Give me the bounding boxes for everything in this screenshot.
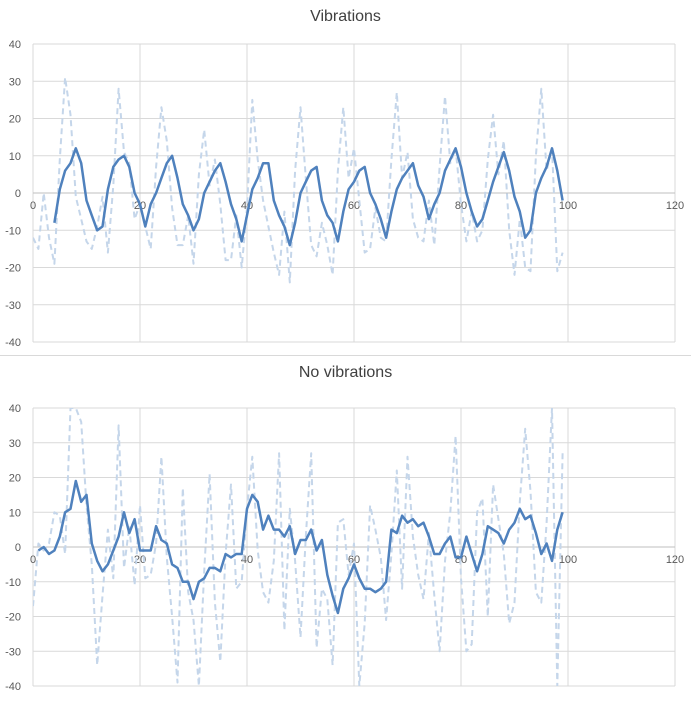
y-tick-label: -10 xyxy=(5,225,21,237)
dashed-series-line xyxy=(33,408,564,686)
x-tick-label: 0 xyxy=(30,554,36,566)
x-tick-label: 100 xyxy=(559,200,577,212)
chart-panel-vibrations: Vibrations -40 -30 -20 -10 0 10 20 30 40 0 20 40 60 8… xyxy=(0,0,691,350)
dashed-series-line xyxy=(33,76,564,284)
x-tick-label: 100 xyxy=(559,554,577,566)
y-tick-label: 10 xyxy=(9,151,21,163)
y-tick-label: -40 xyxy=(5,681,21,693)
chart-title: No vibrations xyxy=(298,364,393,381)
y-tick-label: 20 xyxy=(9,473,21,485)
y-tick-label: 0 xyxy=(15,188,21,200)
chart-title: Vibrations xyxy=(310,8,381,25)
y-tick-label: -10 xyxy=(5,577,21,589)
chart-panel-no-vibrations: No vibrations -40 -30 -20 -10 0 10 20 30 40 0 20 40… xyxy=(0,355,691,706)
y-tick-label: 30 xyxy=(9,76,21,88)
y-tick-label: -20 xyxy=(5,612,21,624)
y-tick-label: -40 xyxy=(5,337,21,349)
y-tick-label: 30 xyxy=(9,438,21,450)
solid-series-line xyxy=(53,147,564,247)
x-tick-label: 80 xyxy=(455,200,467,212)
y-tick-label: -20 xyxy=(5,263,21,275)
y-tick-label: 20 xyxy=(9,114,21,126)
y-tick-label: 10 xyxy=(9,507,21,519)
y-tick-label: 40 xyxy=(9,403,21,415)
x-tick-label: 120 xyxy=(666,554,684,566)
x-tick-label: 0 xyxy=(30,200,36,212)
y-tick-label: -30 xyxy=(5,300,21,312)
y-tick-label: 40 xyxy=(9,39,21,51)
y-tick-label: 0 xyxy=(15,542,21,554)
solid-series-line xyxy=(37,479,564,615)
x-tick-label: 60 xyxy=(348,200,360,212)
x-tick-label: 120 xyxy=(666,200,684,212)
y-tick-label: -30 xyxy=(5,646,21,658)
